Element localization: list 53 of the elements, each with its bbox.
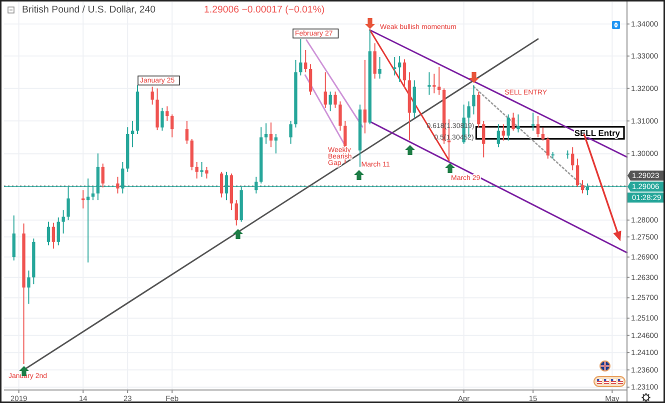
candlestick — [200, 161, 204, 178]
candlestick — [205, 166, 208, 179]
candlestick — [363, 59, 367, 134]
candlestick — [580, 180, 584, 194]
candlestick — [472, 84, 476, 115]
candlestick — [166, 106, 169, 122]
candlestick — [402, 58, 406, 89]
candlestick — [531, 112, 535, 132]
candlestick — [170, 114, 174, 138]
candlestick — [304, 49, 308, 73]
candlestick — [338, 100, 342, 132]
candlestick — [195, 161, 198, 179]
candlestick — [52, 222, 56, 250]
candlestick — [116, 176, 120, 194]
candlestick — [576, 158, 580, 188]
candlestick — [150, 86, 154, 106]
candlestick — [506, 114, 510, 142]
candlestick — [482, 120, 486, 158]
candlestick — [438, 66, 441, 96]
candlestick — [269, 122, 273, 148]
candlestick — [496, 124, 500, 148]
candlestick — [334, 91, 337, 108]
candlestick — [393, 56, 396, 76]
candlestick — [571, 146, 574, 171]
candlestick — [373, 42, 376, 80]
chart-title: British Pound / U.S. Dollar, 240 — [22, 4, 156, 16]
candlestick — [185, 120, 189, 144]
candlestick — [234, 200, 238, 226]
candlestick — [289, 120, 292, 144]
candlestick — [308, 64, 312, 96]
candlestick — [541, 126, 545, 142]
candlestick — [516, 114, 520, 133]
candlestick — [101, 163, 104, 188]
candlestick — [220, 171, 224, 198]
candlestick — [536, 116, 540, 138]
candlestick — [12, 214, 16, 261]
candlestick — [328, 91, 332, 112]
candlestick — [512, 112, 515, 132]
candlestick — [46, 221, 50, 246]
candlestick — [324, 72, 327, 108]
candlestick — [299, 38, 302, 76]
candlestick — [398, 56, 402, 82]
candlestick — [160, 107, 164, 132]
candlestick — [130, 120, 134, 148]
candlestick — [56, 216, 60, 246]
candlestick — [502, 124, 505, 142]
candlestick — [546, 136, 550, 160]
candlestick — [264, 122, 268, 144]
candlestick — [62, 210, 65, 234]
candlestick — [428, 72, 431, 96]
chart-subtitle: 1.29006 −0.00017 (−0.01%) — [204, 4, 325, 16]
candlestick — [27, 270, 30, 304]
candlestick — [378, 56, 382, 80]
